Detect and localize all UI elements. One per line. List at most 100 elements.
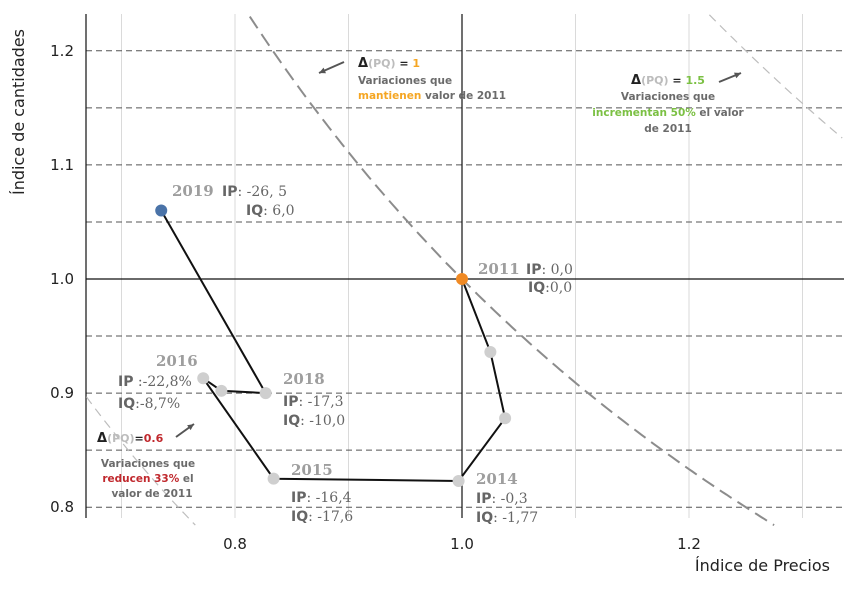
point-label-2014: 2014 IP: -0,3 IQ: -1,77 <box>476 470 538 526</box>
data-point-p2011 <box>456 273 468 285</box>
delta-pq: (PQ) <box>107 432 134 445</box>
label-iq-key: IQ <box>118 396 135 412</box>
tick-labels: 0.8 1.0 1.2 0.8 0.9 1.0 1.1 1.2 <box>50 42 701 553</box>
label-iq-value: : -17,6 <box>308 509 353 525</box>
y-tick-label: 1.2 <box>50 42 74 60</box>
label-ip-value: :-22,8% <box>133 374 191 390</box>
label-ip: IP: -0,3 <box>476 491 528 507</box>
annotation-06-line1: Variaciones que <box>101 458 195 470</box>
data-point-p2012 <box>484 346 497 359</box>
iso-curve-iso-06 <box>85 396 196 526</box>
label-ip: IP: -17,3 <box>283 394 344 410</box>
annotation-1-rest: valor de 2011 <box>421 90 506 102</box>
trajectory-path <box>160 210 507 483</box>
annotation-06-header: Δ(PQ)=0.6 <box>97 431 164 446</box>
label-iq: IQ: -1,77 <box>476 510 538 526</box>
label-iq-key: IQ <box>246 203 263 219</box>
y-tick-label: 1.1 <box>50 156 74 174</box>
annotation-15-header: Δ(PQ) = 1.5 <box>631 73 705 88</box>
y-axis-title: Índice de cantidades <box>9 29 28 195</box>
label-ip-key: IP <box>283 394 298 410</box>
label-year: 2018 <box>283 370 325 388</box>
point-label-2015: 2015 IP: -16,4 IQ: -17,6 <box>291 461 353 525</box>
arrow-head <box>187 424 194 431</box>
label-iq-value: : -1,77 <box>493 510 538 526</box>
annotation-06-arrow <box>175 423 195 438</box>
annotation-15-rest: el valor <box>696 107 745 119</box>
delta-eq: = <box>669 74 686 87</box>
annotation-06-line2: reducen 33% el <box>102 473 193 485</box>
annotation-15-arrow <box>718 72 742 83</box>
x-tick-label: 1.2 <box>677 535 701 553</box>
iso-curve-iso-1 <box>248 16 775 526</box>
delta-eq: = <box>396 57 413 70</box>
annotation-06-highlight: reducen 33% <box>102 473 179 485</box>
arrow-head <box>734 72 741 79</box>
point-label-2018: 2018 IP: -17,3 IQ: -10,0 <box>283 370 345 429</box>
label-iq: IQ: -10,0 <box>283 413 345 429</box>
annotation-15-highlight: incrementan 50% <box>592 107 696 119</box>
label-iq-value: : -10,0 <box>300 413 345 429</box>
label-iq-value: :0,0 <box>545 280 572 296</box>
delta-symbol: Δ <box>358 56 368 71</box>
delta-k: 0.6 <box>144 432 164 445</box>
annotation-06-line3: valor de 2011 <box>111 488 192 500</box>
label-iq-key: IQ <box>291 509 308 525</box>
delta-eq: = <box>135 432 144 445</box>
point-label-2011: 2011 IP: 0,0 IQ:0,0 <box>478 260 573 296</box>
horizontal-gridlines <box>86 50 844 508</box>
y-tick-label: 0.8 <box>50 498 74 516</box>
label-ip-key: IP <box>476 491 491 507</box>
label-ip: IP: 0,0 <box>526 262 573 278</box>
trajectory-line <box>160 210 507 483</box>
label-year: 2011 <box>478 260 520 278</box>
label-ip-value: : -17,3 <box>298 394 343 410</box>
delta-k: 1 <box>412 57 420 70</box>
label-ip-value: : -0,3 <box>491 491 527 507</box>
annotation-15-line1: Variaciones que <box>621 91 715 103</box>
label-ip-value: : -16,4 <box>306 490 351 506</box>
delta-pq: (PQ) <box>641 74 668 87</box>
data-point-p2016 <box>197 372 210 385</box>
label-iq-key: IQ <box>283 413 300 429</box>
annotation-1-line2: mantienen valor de 2011 <box>358 90 506 102</box>
label-iq-key: IQ <box>528 280 545 296</box>
x-tick-label: 0.8 <box>223 535 247 553</box>
point-label-2016: 2016 IP :-22,8% IQ:-8,7% <box>118 352 198 412</box>
label-ip: IP: -26, 5 <box>222 184 287 200</box>
label-iq-value: : 6,0 <box>263 203 294 219</box>
data-point-p2014 <box>452 474 465 487</box>
label-ip-key: IP <box>291 490 306 506</box>
delta-symbol: Δ <box>97 431 107 446</box>
vertical-gridlines <box>121 14 803 518</box>
data-point-p2017 <box>215 384 228 397</box>
label-year: 2019 <box>172 182 214 200</box>
data-points <box>155 204 512 487</box>
label-iq: IQ: -17,6 <box>291 509 353 525</box>
x-axis-title: Índice de Precios <box>695 556 830 575</box>
data-point-p2013 <box>499 412 512 425</box>
label-year: 2016 <box>156 352 198 370</box>
data-point-p2019 <box>155 204 168 217</box>
x-tick-label: 1.0 <box>450 535 474 553</box>
delta-symbol: Δ <box>631 73 641 88</box>
label-ip: IP :-22,8% <box>118 374 192 390</box>
label-iq: IQ:0,0 <box>528 280 572 296</box>
annotation-06-rest: el <box>179 473 193 485</box>
y-tick-label: 0.9 <box>50 384 74 402</box>
annotation-1-arrow <box>318 61 345 74</box>
arrow-head <box>319 67 326 74</box>
data-point-p2018 <box>259 387 272 400</box>
iso-value-curves <box>85 14 843 526</box>
label-iq: IQ: 6,0 <box>246 203 295 219</box>
label-ip-value: : -26, 5 <box>237 184 287 200</box>
label-iq-value: :-8,7% <box>135 396 180 412</box>
label-ip-key: IP <box>118 374 133 390</box>
data-point-p2015 <box>267 472 280 485</box>
annotation-1-highlight: mantienen <box>358 90 421 102</box>
y-tick-label: 1.0 <box>50 270 74 288</box>
iso-curve-iso-15 <box>708 14 843 139</box>
